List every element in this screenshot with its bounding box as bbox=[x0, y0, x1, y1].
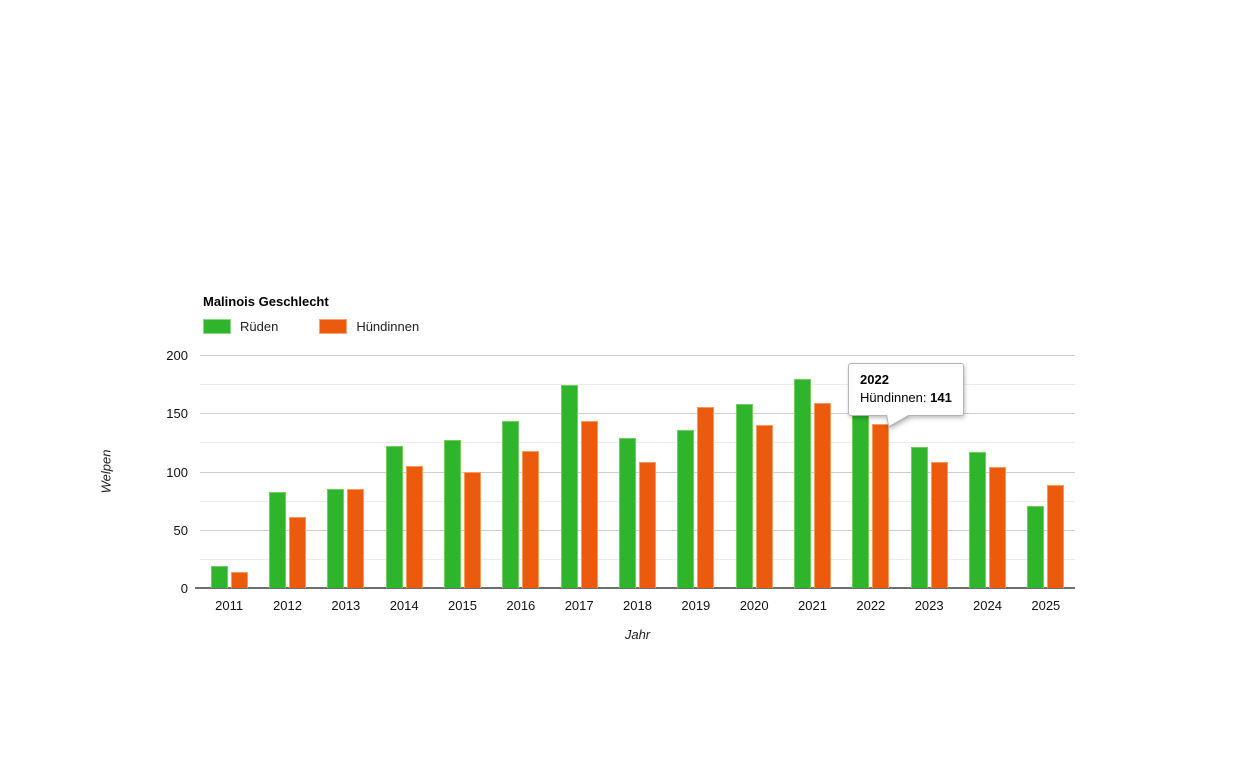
x-tick-label-2011: 2011 bbox=[215, 598, 244, 613]
bar-ruden-2022[interactable] bbox=[852, 410, 870, 588]
bar-group-2018 bbox=[608, 355, 666, 588]
tooltip-pointer-icon bbox=[886, 414, 912, 428]
tooltip: 2022 Hündinnen: 141 bbox=[848, 363, 964, 428]
bar-hundinnen-2018[interactable] bbox=[638, 462, 656, 588]
bar-group-2015 bbox=[433, 355, 491, 588]
tooltip-box: 2022 Hündinnen: 141 bbox=[848, 363, 964, 416]
bar-group-2023 bbox=[900, 355, 958, 588]
bar-hundinnen-2014[interactable] bbox=[405, 465, 423, 588]
x-axis-title: Jahr bbox=[624, 627, 651, 642]
plot-area: 0 50 100 150 200 2011 2012 2013 2014 2015 2016 2017… bbox=[166, 348, 1075, 613]
major-gridline bbox=[200, 413, 1075, 415]
legend-item-ruden[interactable]: Rüden bbox=[203, 319, 278, 334]
bar-ruden-2020[interactable] bbox=[735, 403, 753, 588]
bar-group-2022 bbox=[842, 355, 900, 588]
bar-hundinnen-2016[interactable] bbox=[522, 450, 540, 588]
x-tick-label-2018: 2018 bbox=[623, 598, 652, 613]
bar-hundinnen-2011[interactable] bbox=[230, 571, 248, 588]
y-tick-label: 200 bbox=[166, 348, 188, 363]
major-gridline bbox=[200, 355, 1075, 356]
x-tick-label-2025: 2025 bbox=[1031, 598, 1061, 613]
bar-ruden-2017[interactable] bbox=[560, 385, 578, 588]
bar-hundinnen-2020[interactable] bbox=[755, 424, 773, 588]
bar-hundinnen-2025[interactable] bbox=[1047, 485, 1065, 588]
y-tick-label: 0 bbox=[180, 581, 188, 596]
bar-hundinnen-2012[interactable] bbox=[288, 516, 306, 588]
bar-ruden-2014[interactable] bbox=[385, 445, 403, 588]
bar-ruden-2016[interactable] bbox=[502, 421, 520, 588]
tooltip-value: 141 bbox=[930, 390, 952, 405]
bar-hundinnen-2024[interactable] bbox=[988, 466, 1006, 588]
x-tick-label-2012: 2012 bbox=[273, 598, 302, 613]
tooltip-series-label: Hündinnen: bbox=[860, 390, 927, 405]
major-gridline bbox=[200, 529, 1075, 531]
bar-hundinnen-2023[interactable] bbox=[930, 462, 948, 588]
bar-ruden-2025[interactable] bbox=[1027, 506, 1045, 588]
bar-hundinnen-2015[interactable] bbox=[463, 471, 481, 588]
y-tick-label: 50 bbox=[173, 522, 188, 538]
legend-swatch-icon bbox=[319, 319, 348, 334]
bar-ruden-2018[interactable] bbox=[618, 437, 636, 588]
major-gridline bbox=[200, 471, 1075, 473]
bar-hundinnen-2021[interactable] bbox=[813, 402, 831, 588]
bar-ruden-2024[interactable] bbox=[968, 451, 986, 588]
bar-ruden-2012[interactable] bbox=[268, 492, 286, 588]
bar-group-2013 bbox=[317, 355, 375, 588]
bar-ruden-2021[interactable] bbox=[793, 379, 811, 588]
legend-item-hundinnen[interactable]: Hündinnen bbox=[319, 319, 419, 334]
bar-group-2020 bbox=[725, 355, 783, 588]
x-tick-label-2021: 2021 bbox=[798, 598, 827, 613]
minor-gridline bbox=[200, 558, 1075, 560]
bar-hundinnen-2019[interactable] bbox=[697, 407, 715, 588]
minor-gridline bbox=[200, 442, 1075, 444]
x-tick-label-2013: 2013 bbox=[331, 598, 361, 613]
bar-hundinnen-2022[interactable] bbox=[872, 423, 890, 588]
x-tick-label-2019: 2019 bbox=[681, 598, 711, 613]
tooltip-category: 2022 bbox=[860, 372, 889, 387]
x-tick-label-2023: 2023 bbox=[914, 598, 944, 613]
legend-items: Rüden Hündinnen bbox=[203, 319, 419, 334]
y-tick-label: 100 bbox=[166, 464, 188, 480]
bar-group-2011 bbox=[200, 355, 258, 588]
minor-gridline bbox=[200, 500, 1075, 502]
bar-group-2014 bbox=[375, 355, 433, 588]
bar-ruden-2013[interactable] bbox=[327, 488, 345, 588]
legend: Malinois Geschlecht Rüden Hündinnen bbox=[203, 294, 419, 334]
bar-group-2025 bbox=[1017, 355, 1075, 588]
chart-title: Malinois Geschlecht bbox=[203, 294, 329, 309]
legend-item-label: Hündinnen bbox=[356, 319, 420, 334]
x-tick-label-2016: 2016 bbox=[506, 598, 536, 613]
bar-group-2012 bbox=[258, 355, 316, 588]
bar-group-2021 bbox=[783, 355, 841, 588]
x-tick-label-2014: 2014 bbox=[389, 598, 419, 613]
tooltip-row: Hündinnen: 141 bbox=[860, 389, 952, 407]
bar-hundinnen-2017[interactable] bbox=[580, 421, 598, 588]
x-axis-line bbox=[195, 587, 1075, 589]
legend-item-label: Rüden bbox=[240, 319, 279, 334]
x-tick-label-2020: 2020 bbox=[739, 598, 769, 613]
bar-ruden-2023[interactable] bbox=[910, 447, 928, 588]
x-tick-label-2022: 2022 bbox=[856, 598, 886, 613]
y-tick-label: 150 bbox=[166, 406, 188, 422]
bar-group-2016 bbox=[492, 355, 550, 588]
bar-ruden-2011[interactable] bbox=[210, 565, 228, 588]
y-axis-title: Welpen bbox=[98, 449, 114, 494]
bar-group-2019 bbox=[667, 355, 725, 588]
x-tick-label-2017: 2017 bbox=[564, 598, 594, 613]
bar-group-2017 bbox=[550, 355, 608, 588]
legend-swatch-icon bbox=[203, 319, 231, 334]
bar-ruden-2019[interactable] bbox=[677, 429, 695, 588]
bar-group-2024 bbox=[958, 355, 1016, 588]
x-tick-label-2024: 2024 bbox=[973, 598, 1002, 613]
minor-gridline bbox=[200, 384, 1075, 386]
bar-ruden-2015[interactable] bbox=[443, 440, 461, 588]
x-tick-label-2015: 2015 bbox=[448, 598, 477, 613]
bar-hundinnen-2013[interactable] bbox=[347, 488, 365, 588]
